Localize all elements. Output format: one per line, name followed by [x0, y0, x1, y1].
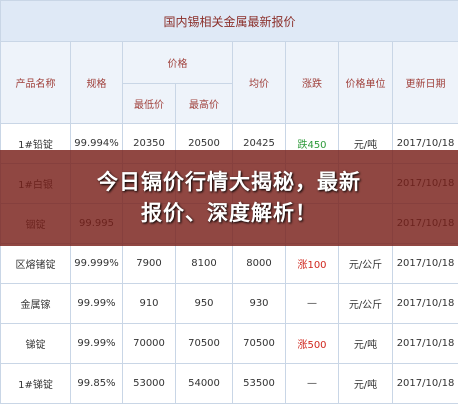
- header-cell: 均价: [233, 42, 286, 124]
- table-cell: 元/公斤: [339, 244, 393, 284]
- table-cell: 元/吨: [339, 324, 393, 364]
- header-cell: 涨跌: [286, 42, 339, 124]
- table-cell: —: [286, 364, 339, 404]
- header-cell: 价格单位: [339, 42, 393, 124]
- header-cell: 价格: [123, 42, 233, 84]
- table-cell: 1#锑锭: [1, 364, 71, 404]
- header-cell: 规格: [71, 42, 123, 124]
- table-cell: 8100: [176, 244, 233, 284]
- table-cell: 53500: [233, 364, 286, 404]
- table-cell: 99.999%: [71, 244, 123, 284]
- table-cell: 99.99%: [71, 324, 123, 364]
- table-cell: 金属镓: [1, 284, 71, 324]
- table-cell: 元/公斤: [339, 284, 393, 324]
- table-cell: 53000: [123, 364, 176, 404]
- table-cell: 锑锭: [1, 324, 71, 364]
- table-title: 国内锡相关金属最新报价: [1, 1, 458, 42]
- table-cell: 2017/10/18: [393, 244, 458, 284]
- table-cell: 8000: [233, 244, 286, 284]
- header-cell: 最低价: [123, 84, 176, 124]
- table-cell: 2017/10/18: [393, 364, 458, 404]
- table-cell: 区熔锗锭: [1, 244, 71, 284]
- table-cell: 99.85%: [71, 364, 123, 404]
- banner-line: 报价、深度解析！: [141, 198, 317, 229]
- table-cell: 950: [176, 284, 233, 324]
- table-cell: 2017/10/18: [393, 324, 458, 364]
- table-cell: —: [286, 284, 339, 324]
- table-cell: 99.99%: [71, 284, 123, 324]
- table-cell: 元/吨: [339, 364, 393, 404]
- table-cell: 7900: [123, 244, 176, 284]
- table-cell: 70500: [233, 324, 286, 364]
- table-cell: 70000: [123, 324, 176, 364]
- table-cell: 910: [123, 284, 176, 324]
- banner-line: 今日镉价行情大揭秘，最新: [97, 167, 361, 198]
- table-cell: 930: [233, 284, 286, 324]
- table-cell: 70500: [176, 324, 233, 364]
- table-cell: 2017/10/18: [393, 284, 458, 324]
- header-cell: 更新日期: [393, 42, 458, 124]
- table-cell: 54000: [176, 364, 233, 404]
- header-cell: 产品名称: [1, 42, 71, 124]
- table-cell: 涨500: [286, 324, 339, 364]
- header-cell: 最高价: [176, 84, 233, 124]
- table-cell: 涨100: [286, 244, 339, 284]
- banner: 今日镉价行情大揭秘，最新 报价、深度解析！: [0, 150, 458, 246]
